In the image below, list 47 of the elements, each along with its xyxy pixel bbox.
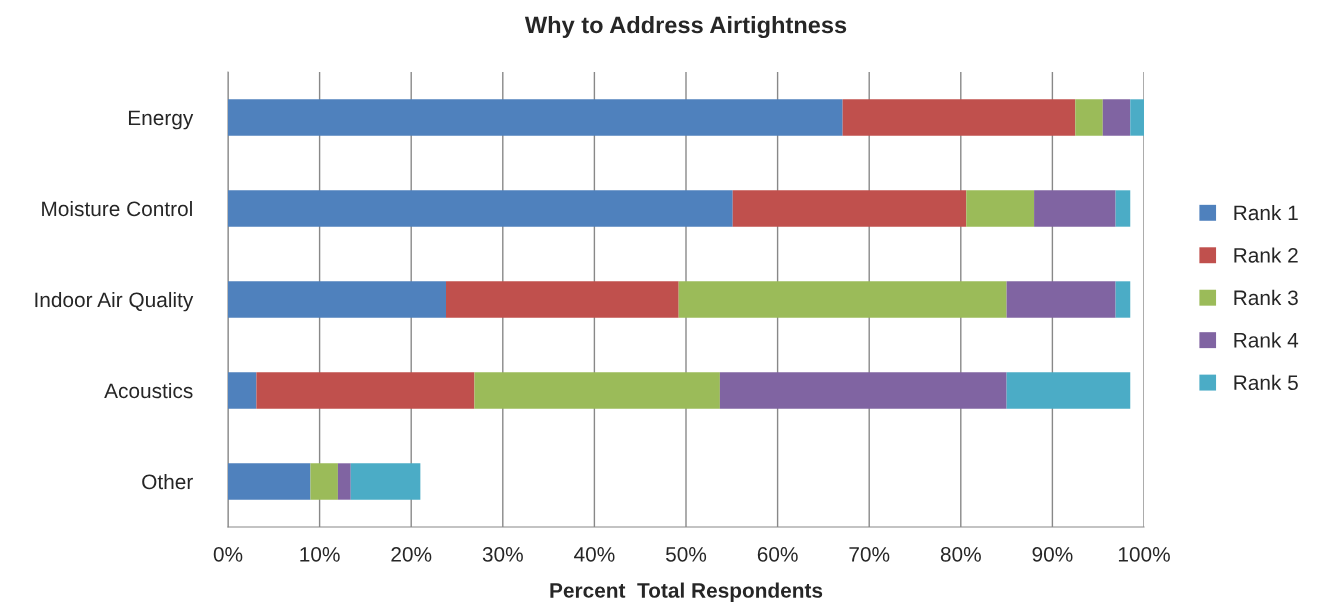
x-tick-label: 0% <box>213 546 243 562</box>
bar <box>228 190 733 227</box>
x-tick-label: 60% <box>757 546 798 562</box>
bar <box>446 281 679 318</box>
legend-label: Rank 5 <box>1234 374 1298 391</box>
bar <box>1075 99 1103 136</box>
y-tick-label: Other <box>142 473 193 490</box>
bar <box>1102 99 1131 136</box>
bar <box>719 372 1007 409</box>
bar <box>228 372 257 409</box>
bar <box>842 99 1076 136</box>
bar <box>1115 190 1131 227</box>
legend-label: Rank 2 <box>1234 247 1298 263</box>
legend-label: Rank 1 <box>1234 204 1298 221</box>
y-tick-label: Energy <box>128 110 194 130</box>
bar <box>228 463 311 500</box>
x-tick-label: 40% <box>574 546 615 562</box>
x-tick-label: 70% <box>849 546 890 562</box>
bar <box>228 281 447 318</box>
bar <box>256 372 475 409</box>
legend-label: Rank 3 <box>1234 289 1298 306</box>
x-tick-label: 50% <box>665 546 707 562</box>
x-tick-label: 30% <box>482 546 523 562</box>
bar <box>228 99 843 136</box>
chart-title: Why to Address Airtightness <box>524 16 847 39</box>
bar <box>732 190 967 227</box>
y-tick-label: Moisture Control <box>42 200 192 217</box>
bar <box>1115 281 1131 318</box>
bar <box>1034 190 1116 227</box>
bar <box>350 463 421 500</box>
y-tick-label: Indoor Air Quality <box>35 291 194 312</box>
bar <box>678 281 1007 318</box>
x-tick-label: 10% <box>300 546 340 562</box>
x-tick-label: 80% <box>940 546 981 562</box>
bar <box>337 463 351 500</box>
y-tick-label: Acoustics <box>104 382 193 399</box>
bar <box>1006 372 1131 409</box>
bar <box>966 190 1035 227</box>
bar <box>1006 281 1116 318</box>
x-tick-label: 100% <box>1118 546 1170 562</box>
bar <box>1130 99 1144 136</box>
x-tick-label: 20% <box>391 546 432 562</box>
legend-label: Rank 4 <box>1234 332 1299 348</box>
x-axis-title: Percent Total Respondents <box>550 582 823 602</box>
bar <box>474 372 720 409</box>
bar <box>310 463 338 500</box>
x-tick-label: 90% <box>1032 546 1073 562</box>
